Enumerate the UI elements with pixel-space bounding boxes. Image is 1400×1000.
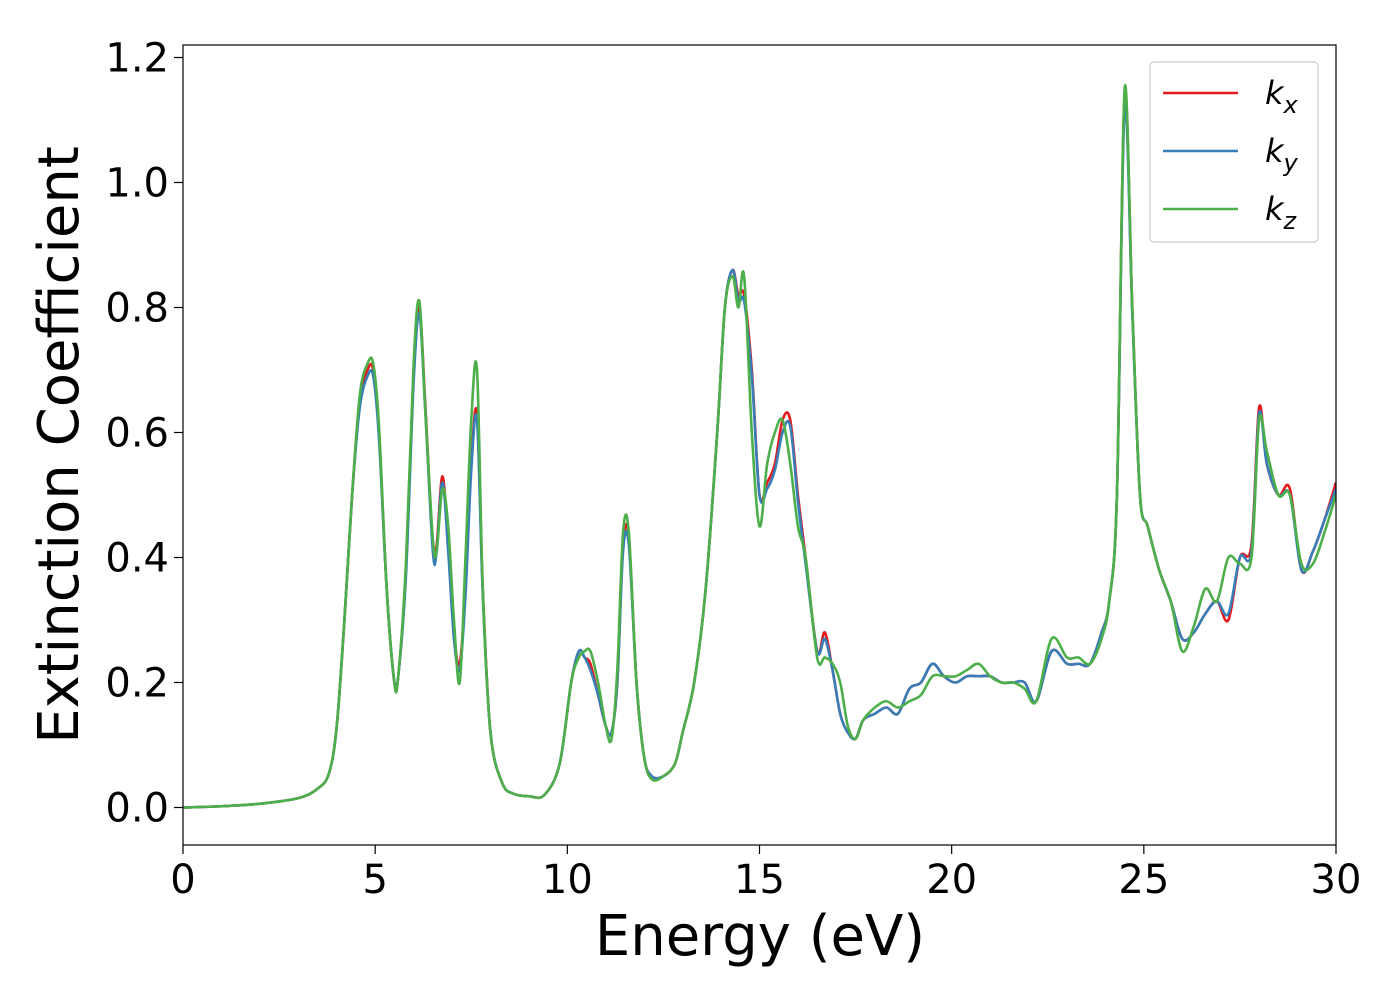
x-axis-title: Energy (eV): [595, 904, 925, 969]
y-tick-label: 0.0: [105, 786, 169, 832]
legend-label-ky: ky: [1265, 132, 1299, 177]
y-tick-label: 0.2: [105, 661, 169, 707]
legend-label-main: k: [1265, 190, 1285, 228]
series-layer: [183, 84, 1336, 809]
plot-background: [183, 45, 1336, 845]
legend-label-kx: kx: [1265, 74, 1299, 119]
legend-label-subscript: z: [1283, 207, 1298, 235]
y-tick-label: 1.2: [105, 36, 169, 82]
y-tick-label: 0.6: [105, 411, 169, 457]
y-axis-title: Extinction Coefficient: [27, 146, 92, 744]
x-tick-label: 0: [170, 857, 195, 903]
legend-label-main: k: [1265, 74, 1285, 112]
x-tick-label: 10: [542, 857, 593, 903]
legend-label-main: k: [1265, 132, 1285, 170]
legend-label-kz: kz: [1265, 190, 1298, 235]
y-tick-label: 0.8: [105, 286, 169, 332]
y-tick-label: 1.0: [105, 161, 169, 207]
series-line-kz: [183, 84, 1336, 809]
x-tick-label: 5: [362, 857, 387, 903]
x-tick-label: 15: [734, 857, 785, 903]
y-axis: 0.0 0.2 0.4 0.6 0.8 1.0 1.2: [105, 36, 183, 832]
x-tick-label: 30: [1311, 857, 1362, 903]
y-tick-label: 0.4: [105, 536, 169, 582]
x-tick-label: 25: [1118, 857, 1169, 903]
legend-label-subscript: x: [1283, 91, 1299, 119]
x-axis: 0 5 10 15 20 25 30: [170, 845, 1361, 903]
x-tick-label: 20: [926, 857, 977, 903]
legend-label-subscript: y: [1283, 149, 1299, 177]
